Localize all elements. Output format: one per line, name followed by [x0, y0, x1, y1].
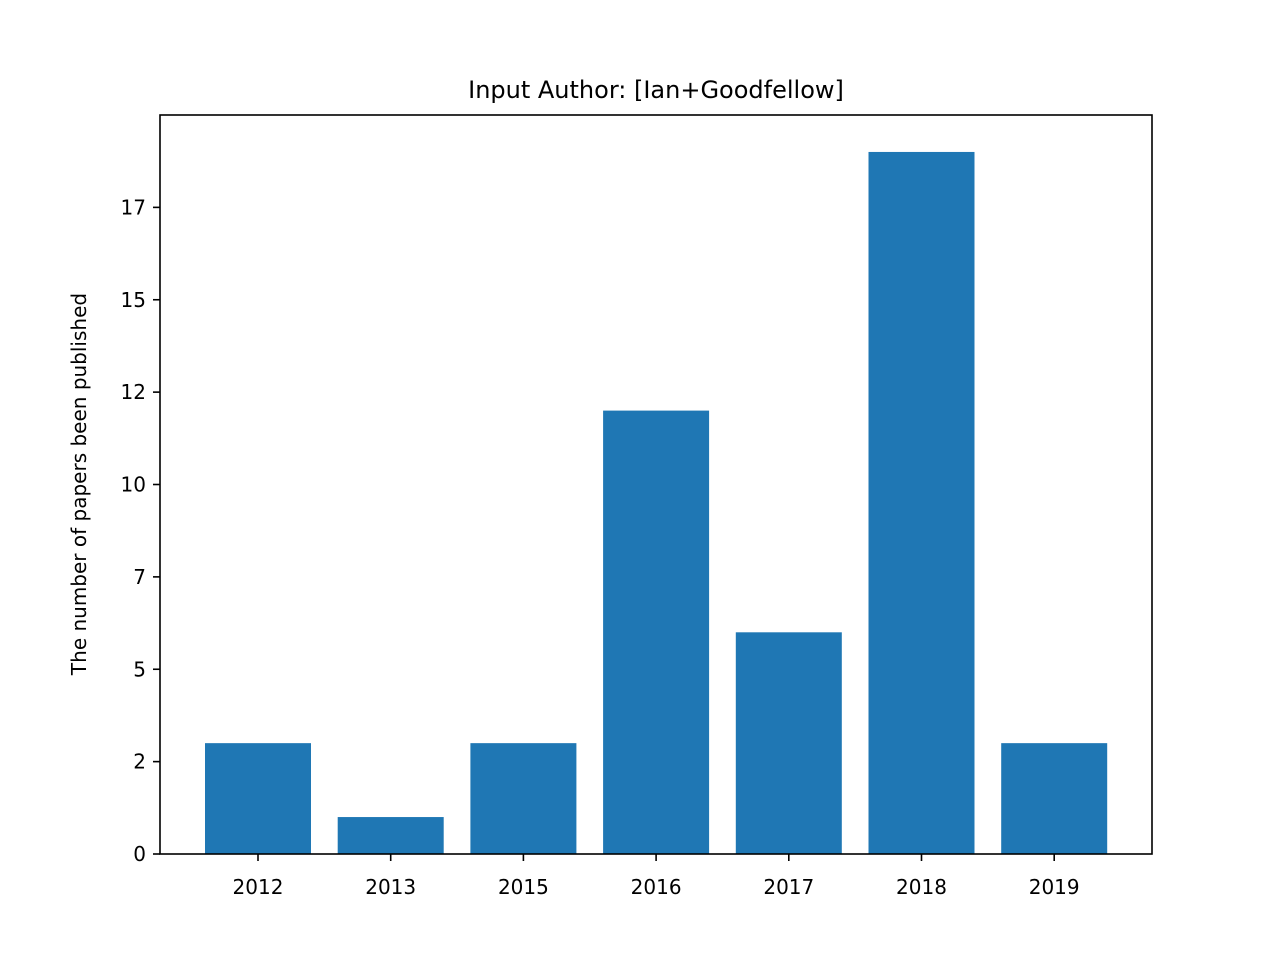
bar-2017	[735, 632, 842, 854]
bar-2012	[205, 743, 311, 854]
bar-2019	[1001, 743, 1108, 854]
plot-frame	[159, 114, 1153, 855]
y-tick-label: 15	[121, 288, 146, 312]
x-tick-label: 2019	[1029, 875, 1080, 899]
bar-2018	[868, 151, 975, 854]
x-tick-label: 2013	[365, 875, 416, 899]
x-axis-ticks: 2012 2013 2015 2016 2017 2018 2019	[233, 854, 1080, 899]
y-tick-label: 12	[121, 380, 146, 404]
x-tick-label: 2018	[896, 875, 947, 899]
x-tick-label: 2015	[498, 875, 549, 899]
y-tick-label: 10	[121, 473, 146, 497]
y-tick-label: 17	[121, 195, 146, 219]
chart-title: Input Author: [Ian+Goodfellow]	[468, 76, 844, 104]
x-tick-label: 2017	[763, 875, 814, 899]
y-tick-label: 0	[133, 842, 146, 866]
y-tick-label: 7	[133, 565, 146, 589]
x-tick-label: 2016	[631, 875, 682, 899]
y-tick-label: 2	[133, 750, 146, 774]
y-tick-label: 5	[133, 657, 146, 681]
bar-2013	[337, 817, 444, 854]
x-tick-label: 2012	[233, 875, 284, 899]
y-axis-ticks: 0 2 5 7 10 12 15 17	[121, 195, 160, 866]
bars-group	[205, 151, 1108, 854]
y-axis-label: The number of papers been published	[67, 293, 91, 676]
bar-2015	[470, 743, 577, 854]
bar-2016	[603, 410, 710, 854]
